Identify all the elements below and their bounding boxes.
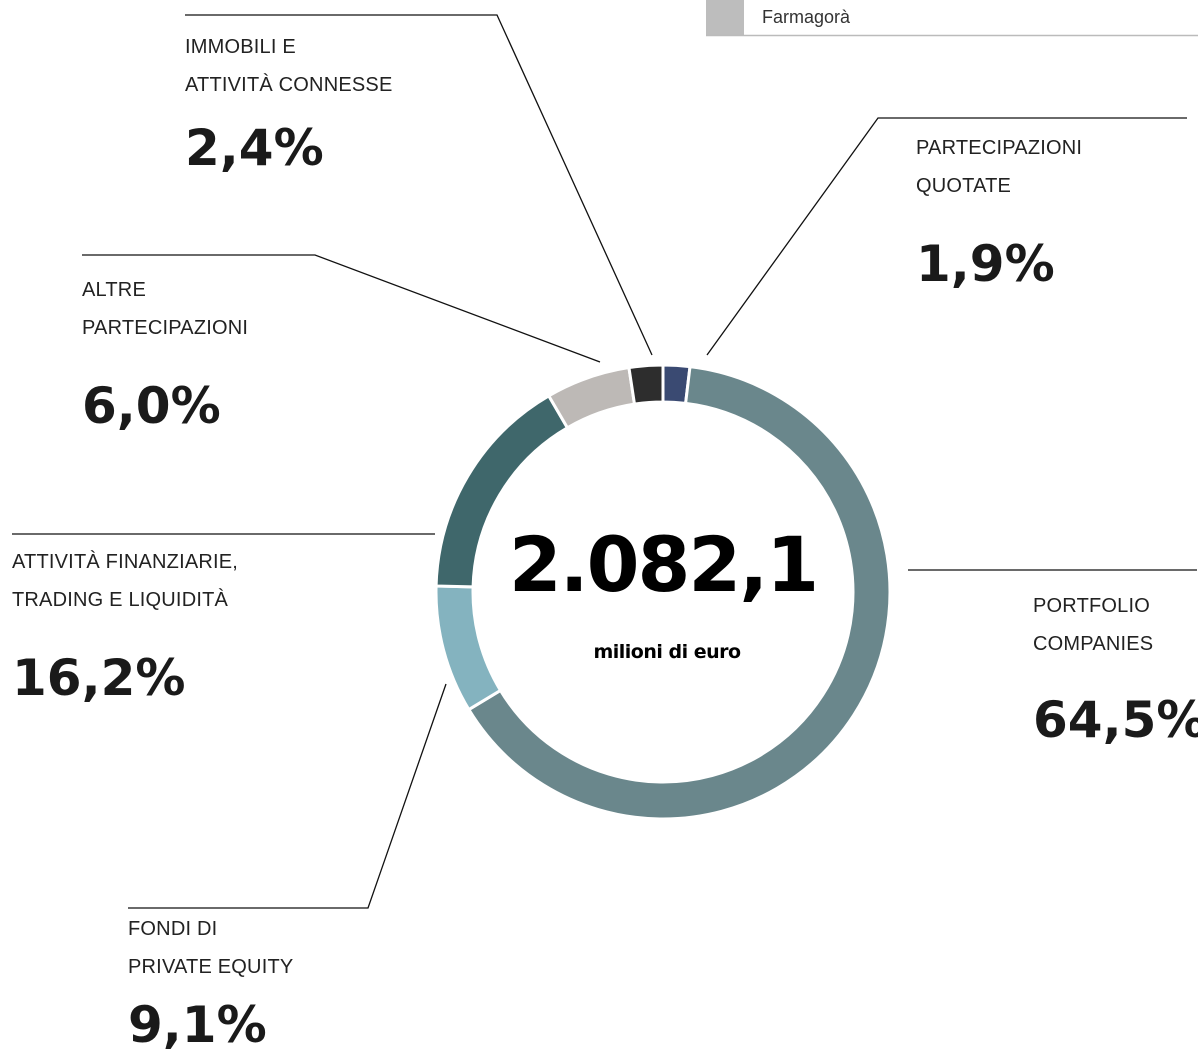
value-label: 64,5% bbox=[1033, 691, 1198, 749]
value-label: 6,0% bbox=[82, 377, 221, 435]
donut-slice bbox=[546, 365, 637, 430]
category-label: FONDI DI PRIVATE EQUITY bbox=[128, 918, 294, 978]
donut-slice bbox=[627, 363, 665, 406]
legend-swatch bbox=[706, 0, 744, 35]
value-label: 9,1% bbox=[128, 996, 267, 1054]
value-label: 1,9% bbox=[916, 235, 1055, 293]
legend-label: Farmagorà bbox=[762, 7, 851, 27]
leader-line bbox=[82, 254, 601, 363]
category-label: PARTECIPAZIONI QUOTATE bbox=[916, 137, 1083, 197]
value-label: 16,2% bbox=[12, 649, 186, 707]
category-label: ALTRE PARTECIPAZIONI bbox=[82, 279, 249, 339]
category-label: IMMOBILI E ATTIVITÀ CONNESSE bbox=[185, 36, 393, 96]
total-unit: milioni di euro bbox=[593, 641, 741, 663]
total-value: 2.082,1 bbox=[508, 520, 819, 609]
leader-line bbox=[185, 14, 653, 356]
leader-line bbox=[128, 683, 447, 909]
leader-line bbox=[706, 117, 1187, 356]
category-label: ATTIVITÀ FINANZIARIE, TRADING E LIQUIDIT… bbox=[12, 551, 239, 611]
donut-slice bbox=[466, 364, 892, 821]
category-label: PORTFOLIO COMPANIES bbox=[1033, 595, 1154, 655]
value-label: 2,4% bbox=[185, 119, 324, 177]
